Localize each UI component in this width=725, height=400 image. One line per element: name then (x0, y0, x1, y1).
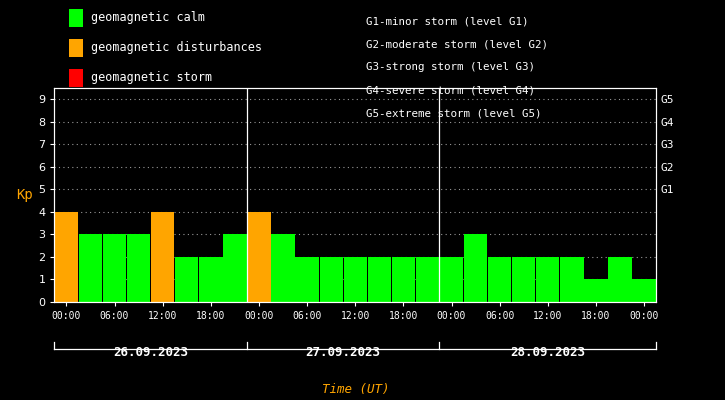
Bar (560, 257, 584, 302)
Bar (103, 234, 126, 302)
Bar (175, 257, 199, 302)
Text: geomagnetic storm: geomagnetic storm (91, 72, 212, 84)
Text: G5-extreme storm (level G5): G5-extreme storm (level G5) (366, 109, 542, 119)
Bar (151, 212, 175, 302)
Bar (415, 257, 439, 302)
Bar (54, 212, 78, 302)
Bar (536, 257, 560, 302)
Bar (632, 280, 656, 302)
Bar (488, 257, 511, 302)
Bar (368, 257, 391, 302)
Text: 27.09.2023: 27.09.2023 (306, 346, 381, 360)
Text: G2-moderate storm (level G2): G2-moderate storm (level G2) (366, 39, 548, 49)
Bar (79, 234, 102, 302)
Bar (464, 234, 487, 302)
Text: Time (UT): Time (UT) (321, 383, 389, 396)
Bar (320, 257, 343, 302)
Bar (344, 257, 367, 302)
Text: geomagnetic calm: geomagnetic calm (91, 12, 204, 24)
Bar (127, 234, 150, 302)
Text: G3-strong storm (level G3): G3-strong storm (level G3) (366, 62, 535, 72)
Text: 28.09.2023: 28.09.2023 (510, 346, 585, 360)
Bar (512, 257, 536, 302)
Text: geomagnetic disturbances: geomagnetic disturbances (91, 42, 262, 54)
Bar (223, 234, 246, 302)
Bar (199, 257, 223, 302)
Text: G4-severe storm (level G4): G4-severe storm (level G4) (366, 86, 535, 96)
Text: G1-minor storm (level G1): G1-minor storm (level G1) (366, 16, 529, 26)
Bar (392, 257, 415, 302)
Bar (608, 257, 631, 302)
Bar (247, 212, 270, 302)
Bar (440, 257, 463, 302)
Bar (271, 234, 295, 302)
Bar (295, 257, 319, 302)
Y-axis label: Kp: Kp (16, 188, 33, 202)
Text: 26.09.2023: 26.09.2023 (113, 346, 188, 360)
Bar (584, 280, 608, 302)
